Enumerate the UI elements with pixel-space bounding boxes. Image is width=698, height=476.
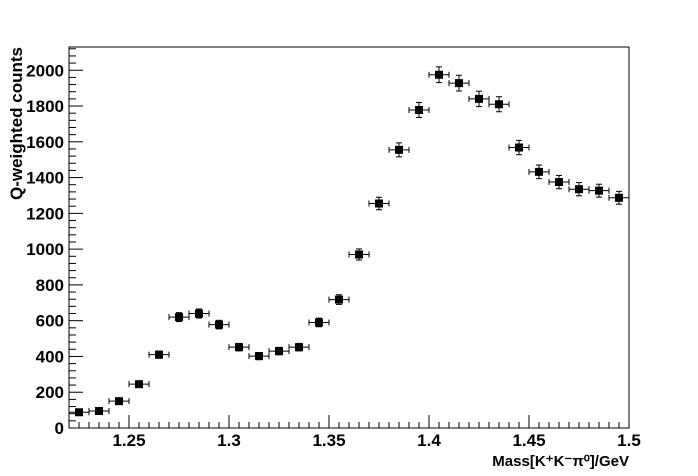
data-marker — [215, 320, 223, 329]
data-marker — [395, 145, 403, 154]
data-point — [608, 190, 630, 205]
data-marker — [175, 313, 183, 322]
data-point — [368, 196, 390, 211]
y-tick-label: 1400 — [26, 169, 64, 188]
data-point — [288, 342, 310, 352]
y-tick-label: 200 — [36, 383, 64, 402]
data-point — [448, 74, 470, 92]
data-marker — [515, 143, 523, 152]
data-point — [148, 350, 170, 359]
y-axis-tick-labels: 0 200 400 600 800 1000 1200 1400 1600 1800 2000 — [26, 61, 64, 438]
data-marker — [375, 199, 383, 208]
y-tick-label: 1200 — [26, 204, 64, 223]
data-marker — [555, 178, 563, 187]
data-point — [388, 142, 410, 158]
data-point — [188, 308, 210, 319]
y-tick-label: 1600 — [26, 133, 64, 152]
data-point — [208, 319, 230, 330]
y-tick-label: 0 — [55, 419, 64, 438]
data-marker — [355, 250, 363, 259]
data-point — [268, 346, 290, 356]
data-point — [548, 174, 570, 190]
data-marker — [415, 105, 423, 114]
data-point — [468, 90, 490, 108]
data-marker — [595, 186, 603, 195]
data-point — [528, 164, 550, 180]
data-points — [68, 66, 630, 417]
data-marker — [135, 380, 143, 389]
data-point — [328, 294, 350, 305]
data-marker — [195, 309, 203, 318]
data-point — [88, 407, 110, 416]
data-marker — [435, 70, 443, 79]
x-tick-label: 1.5 — [617, 431, 641, 450]
data-marker — [475, 94, 483, 103]
y-tick-label: 1800 — [26, 97, 64, 116]
data-marker — [95, 407, 103, 416]
data-point — [228, 342, 250, 352]
data-marker — [75, 408, 83, 417]
data-marker — [455, 79, 463, 88]
data-marker — [155, 350, 163, 359]
y-tick-label: 2000 — [26, 61, 64, 80]
data-marker — [535, 167, 543, 176]
x-axis-label: Mass[K⁺K⁻π⁰]/GeV — [492, 453, 629, 470]
data-point — [108, 397, 130, 406]
x-tick-label: 1.25 — [112, 431, 145, 450]
x-axis-tick-labels: 1.25 1.3 1.35 1.4 1.45 1.5 — [112, 431, 640, 450]
data-marker — [275, 347, 283, 356]
data-marker — [575, 185, 583, 194]
data-point — [308, 317, 330, 328]
data-point — [68, 408, 90, 417]
y-tick-label: 600 — [36, 312, 64, 331]
data-point — [408, 101, 430, 118]
data-marker — [335, 295, 343, 304]
data-point — [128, 380, 150, 389]
data-point — [168, 312, 190, 323]
data-point — [348, 248, 370, 261]
data-marker — [615, 193, 623, 202]
x-axis-ticks — [68, 415, 630, 428]
data-marker — [115, 397, 123, 406]
x-tick-label: 1.45 — [512, 431, 545, 450]
data-marker — [235, 343, 243, 352]
y-tick-label: 400 — [36, 347, 64, 366]
data-marker — [495, 100, 503, 109]
y-tick-label: 1000 — [26, 240, 64, 259]
data-point — [248, 352, 270, 361]
data-point — [588, 183, 610, 198]
x-tick-label: 1.35 — [312, 431, 345, 450]
plot-frame — [68, 46, 630, 429]
y-axis-label: Q-weighted counts — [7, 47, 26, 200]
data-marker — [295, 343, 303, 352]
data-point — [508, 139, 530, 156]
x-tick-label: 1.3 — [217, 431, 241, 450]
data-point — [568, 182, 590, 197]
data-marker — [315, 318, 323, 327]
data-point — [428, 66, 450, 84]
y-axis-ticks — [69, 48, 83, 429]
data-marker — [255, 352, 263, 361]
x-tick-label: 1.4 — [417, 431, 441, 450]
data-point — [488, 96, 510, 113]
y-tick-label: 800 — [36, 276, 64, 295]
